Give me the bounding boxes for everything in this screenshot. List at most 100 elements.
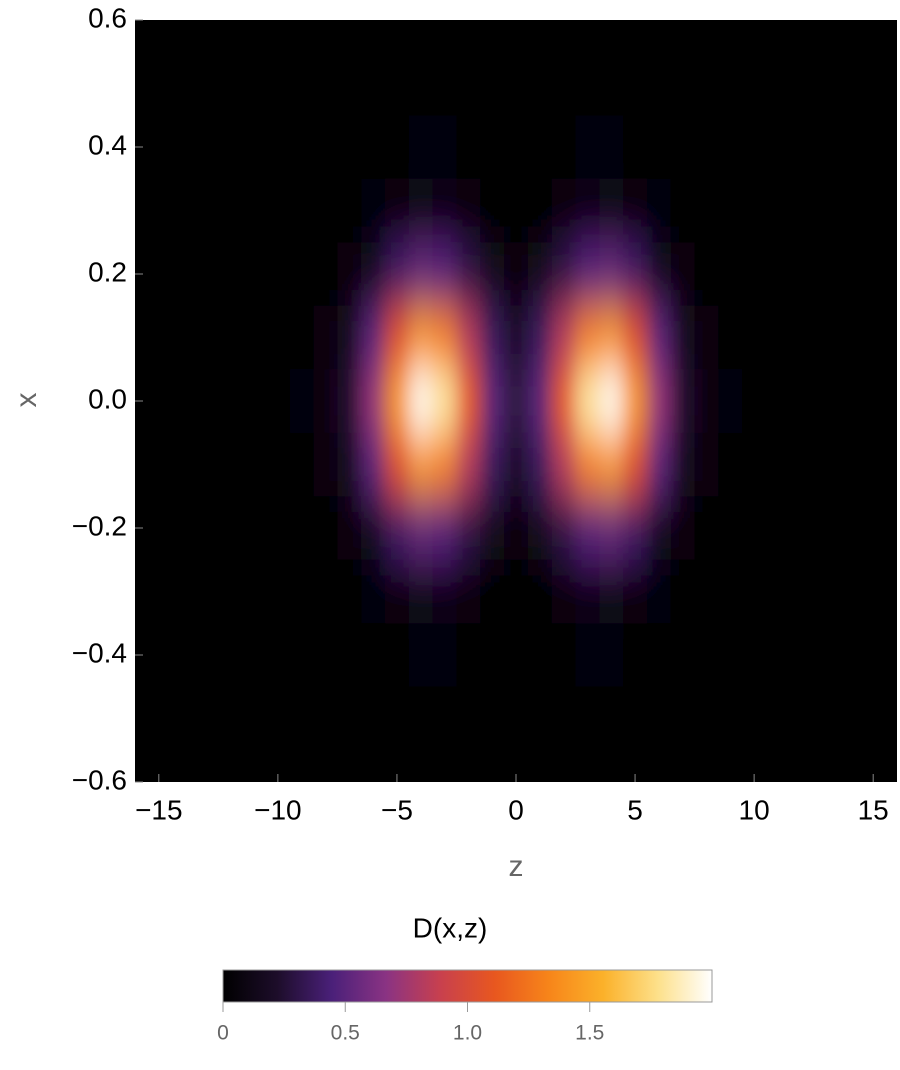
heat-cell xyxy=(670,496,696,561)
heat-cell xyxy=(742,432,767,497)
heat-cell xyxy=(718,686,743,751)
heat-cell xyxy=(170,178,196,243)
heat-cell xyxy=(861,242,886,307)
y-tick-label: 0.4 xyxy=(88,129,127,160)
heat-cell xyxy=(670,750,696,782)
heat-cell xyxy=(361,115,386,180)
heat-cell xyxy=(242,496,267,561)
heat-cell xyxy=(575,750,600,782)
heat-cell xyxy=(646,115,672,180)
heat-cell xyxy=(313,369,338,434)
heat-cell xyxy=(146,178,172,243)
heat-cell xyxy=(694,305,719,370)
heat-cell xyxy=(551,623,577,688)
heat-cell xyxy=(861,20,886,53)
heat-cell xyxy=(432,178,457,243)
heat-cell xyxy=(575,51,600,116)
heat-cell xyxy=(551,369,577,434)
heat-cell xyxy=(337,750,362,782)
heat-cell xyxy=(885,686,897,751)
heat-cell xyxy=(456,20,481,53)
heat-cell xyxy=(194,432,219,497)
heat-cell xyxy=(837,115,862,180)
heat-cell xyxy=(527,115,553,180)
heat-cell xyxy=(694,178,719,243)
heat-cell xyxy=(813,559,838,624)
heat-cell xyxy=(218,178,243,243)
heat-cell xyxy=(718,432,743,497)
heat-cell xyxy=(480,242,505,307)
heat-cell xyxy=(670,305,696,370)
heat-cell xyxy=(218,369,243,434)
heat-cell xyxy=(527,242,553,307)
heat-cell xyxy=(646,305,672,370)
heat-cell xyxy=(837,178,862,243)
heat-cell xyxy=(289,559,315,624)
heat-cell xyxy=(337,20,362,53)
heat-cell xyxy=(432,369,457,434)
heat-cell xyxy=(885,750,897,782)
heat-cell xyxy=(742,369,767,434)
heat-cell xyxy=(789,623,815,688)
heat-cell xyxy=(575,20,600,53)
heat-cell xyxy=(718,496,743,561)
heat-cell xyxy=(694,623,719,688)
heat-cell xyxy=(694,750,719,782)
heat-cell xyxy=(170,750,196,782)
heat-cell xyxy=(337,623,362,688)
heat-cell xyxy=(646,496,672,561)
heat-cell xyxy=(337,686,362,751)
heat-cell xyxy=(218,559,243,624)
heat-cell xyxy=(789,686,815,751)
heat-cell xyxy=(813,686,838,751)
colorbar-tick-label: 0.5 xyxy=(331,1022,360,1045)
heat-cell xyxy=(242,51,267,116)
heat-cell xyxy=(432,496,457,561)
heat-cell xyxy=(837,496,862,561)
heat-cell xyxy=(432,686,457,751)
heat-cell xyxy=(504,432,529,497)
heat-cell xyxy=(313,496,338,561)
heat-cell xyxy=(599,496,624,561)
heat-cell xyxy=(599,178,624,243)
heat-cell xyxy=(432,20,457,53)
heat-cell xyxy=(813,496,838,561)
heat-cell xyxy=(135,51,148,116)
heat-cell xyxy=(361,559,386,624)
x-tick-label: 10 xyxy=(739,794,770,825)
heat-cell xyxy=(670,51,696,116)
heat-cell xyxy=(313,242,338,307)
heat-cell xyxy=(837,242,862,307)
heat-cell xyxy=(456,686,481,751)
heat-cell xyxy=(337,432,362,497)
heat-cell xyxy=(742,20,767,53)
x-tick-label: −15 xyxy=(135,794,183,825)
heat-cell xyxy=(170,432,196,497)
heat-cell xyxy=(432,559,457,624)
heat-cell xyxy=(135,686,148,751)
heat-cell xyxy=(385,178,410,243)
heat-cell xyxy=(456,115,481,180)
heat-cell xyxy=(218,20,243,53)
heat-cell xyxy=(504,242,529,307)
heat-cell xyxy=(289,20,315,53)
heat-cell xyxy=(766,242,791,307)
heat-cell xyxy=(789,242,815,307)
heat-cell xyxy=(575,305,600,370)
y-tick-label: −0.6 xyxy=(72,764,127,795)
heat-cell xyxy=(718,178,743,243)
heat-cell xyxy=(575,242,600,307)
heat-cell xyxy=(527,686,553,751)
heat-cell xyxy=(694,559,719,624)
heat-cell xyxy=(504,623,529,688)
heat-cell xyxy=(527,51,553,116)
heat-cell xyxy=(718,51,743,116)
heat-cell xyxy=(885,20,897,53)
colorbar-title: D(x,z) xyxy=(413,912,488,943)
heat-cell xyxy=(766,559,791,624)
heat-cell xyxy=(480,496,505,561)
heat-cell xyxy=(408,496,434,561)
heat-cell xyxy=(813,242,838,307)
heat-cell xyxy=(361,20,386,53)
heat-cell xyxy=(718,115,743,180)
